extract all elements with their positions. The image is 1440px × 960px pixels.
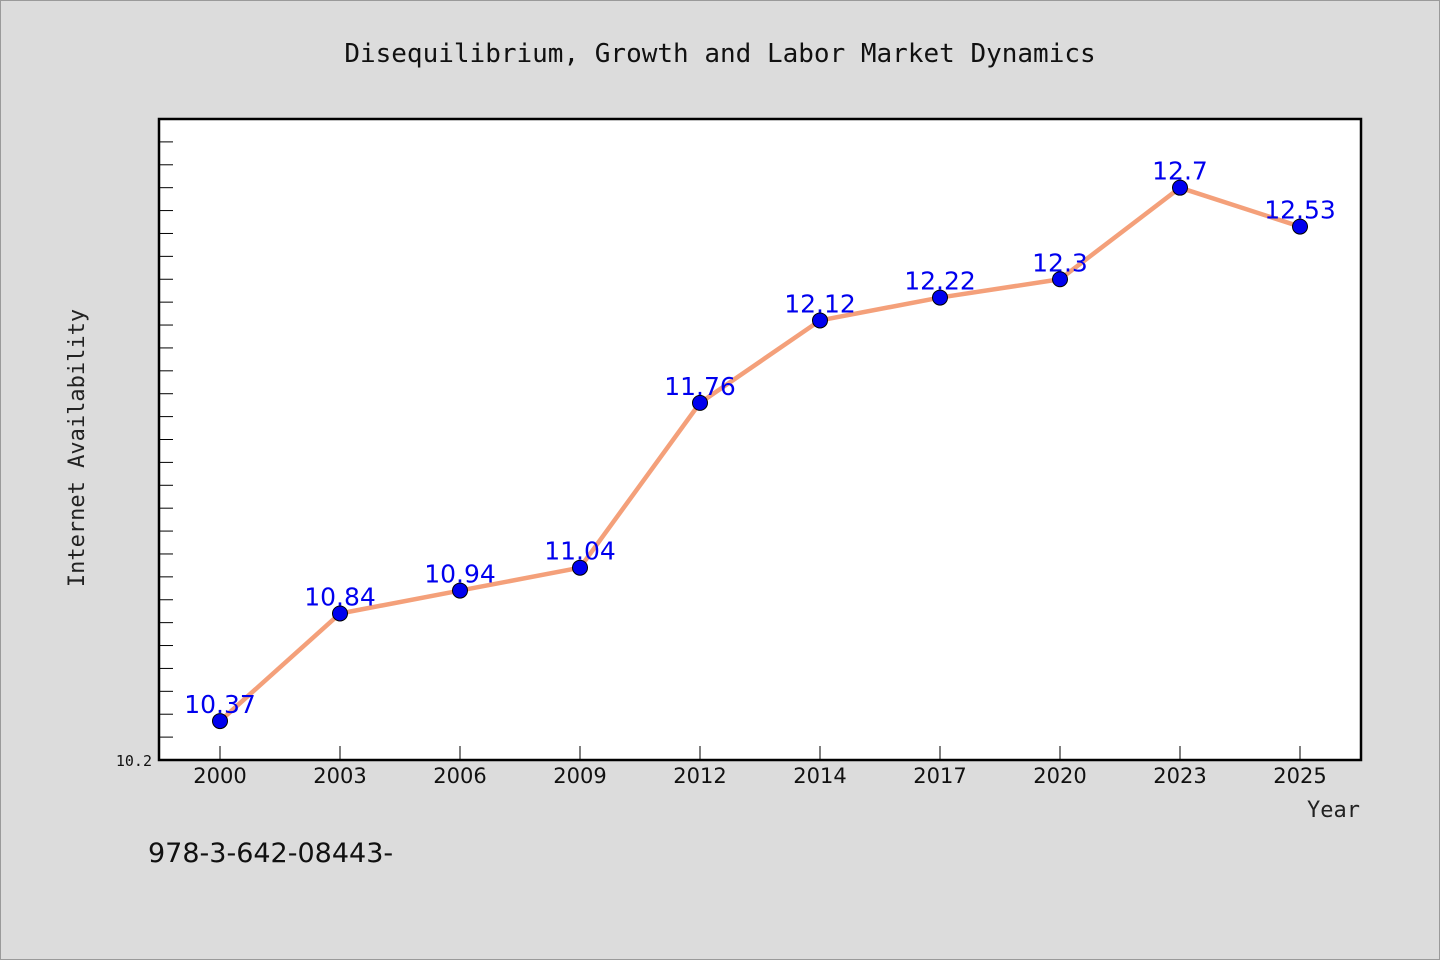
data-point: [572, 559, 588, 576]
x-tick-label: 2020: [1033, 764, 1086, 788]
data-point: [692, 394, 708, 411]
data-label: 10.37: [184, 690, 256, 719]
x-tick-label: 2017: [913, 764, 966, 788]
x-tick-label: 2014: [793, 764, 846, 788]
x-tick-label: 2012: [673, 764, 726, 788]
x-axis-label: Year: [1307, 798, 1360, 823]
data-label: 12.12: [784, 289, 856, 318]
y-axis-ticks: [159, 141, 173, 738]
x-tick-label: 2009: [553, 764, 606, 788]
data-label: 12.53: [1264, 196, 1336, 225]
data-label: 11.04: [544, 537, 616, 566]
data-label: 10.84: [304, 582, 376, 611]
x-tick-label: 2000: [193, 764, 246, 788]
data-labels: 10.37 10.84 10.94 11.04 11.76 12.12 12.22 12.3 1…: [184, 157, 1336, 719]
x-axis-ticks: 2000 2003 2006 2009 2012 2014 2017 2020 2023 2025: [193, 746, 1327, 788]
data-point: [212, 713, 228, 730]
data-point: [932, 289, 948, 306]
chart-title: Disequilibrium, Growth and Labor Market …: [344, 39, 1095, 69]
data-label: 12.7: [1152, 157, 1208, 186]
data-point: [812, 312, 828, 329]
x-tick-label: 2025: [1273, 764, 1326, 788]
data-point: [332, 605, 348, 622]
plot-area: [157, 117, 1363, 762]
data-label: 12.3: [1032, 248, 1088, 277]
x-tick-label: 2023: [1153, 764, 1206, 788]
data-label: 10.94: [424, 560, 496, 589]
data-label: 12.22: [904, 267, 976, 296]
data-point: [1292, 218, 1308, 235]
data-point: [452, 582, 468, 599]
series-line: [218, 185, 1301, 723]
data-point: [1172, 179, 1188, 196]
y-axis-label: Internet Availability: [65, 309, 90, 587]
footer-code: 978-3-642-08443-: [148, 838, 393, 869]
data-label: 11.76: [664, 372, 736, 401]
data-point: [1052, 271, 1068, 288]
series-markers: [212, 179, 1308, 730]
x-tick-label: 2006: [433, 764, 486, 788]
y-tick-label: 10.2: [116, 752, 152, 770]
x-tick-label: 2003: [313, 764, 366, 788]
